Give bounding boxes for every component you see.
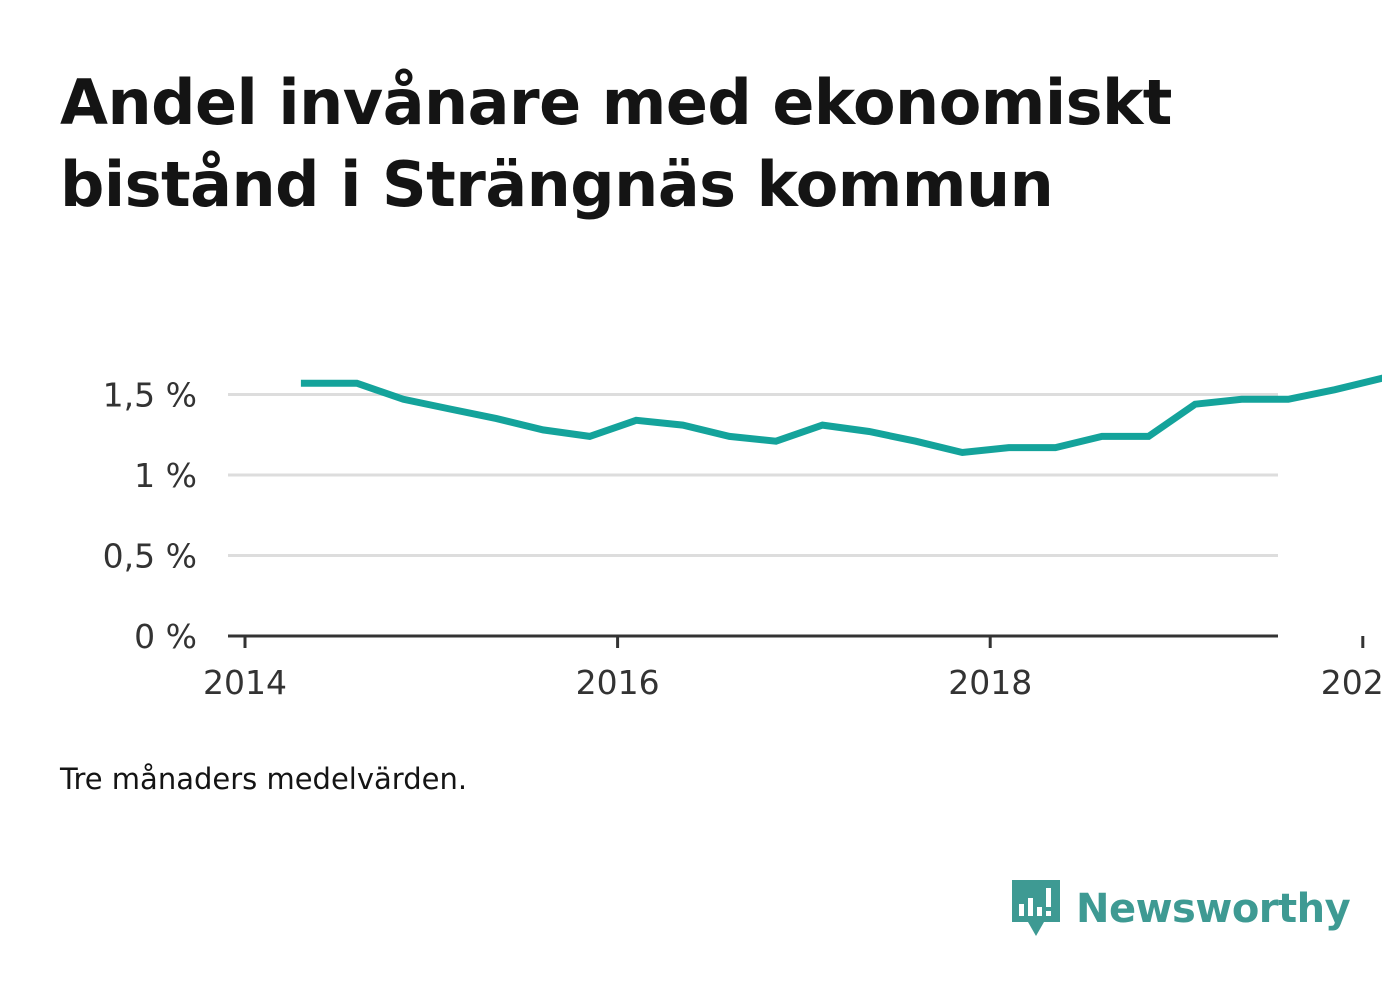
x-tick-label: 2020 xyxy=(1321,663,1382,702)
gridlines xyxy=(228,393,1278,557)
newsworthy-logo-icon xyxy=(1012,880,1060,936)
brand-name: Newsworthy xyxy=(1076,886,1351,932)
x-axis-ticks: 201420162018202020222024 xyxy=(203,636,1382,702)
brand-logo[interactable]: Newsworthy xyxy=(1010,878,1351,940)
y-tick-label: 1,5 % xyxy=(103,376,197,415)
x-tick-label: 2014 xyxy=(203,663,287,702)
series-layer xyxy=(300,374,1382,457)
y-tick-label: 1 % xyxy=(134,456,197,495)
x-tick-label: 2016 xyxy=(576,663,660,702)
series-line-0 xyxy=(300,374,1382,457)
y-tick-label: 0,5 % xyxy=(103,537,197,576)
x-tick-label: 2018 xyxy=(948,663,1032,702)
chart-title: Andel invånare med ekonomiskt bistånd i … xyxy=(60,66,1172,221)
y-tick-label: 0 % xyxy=(134,617,197,656)
chart-note: Tre månaders medelvärden. xyxy=(60,762,468,796)
y-axis-ticks: 0 % 0,5 % 1 % 1,5 % xyxy=(103,376,197,657)
